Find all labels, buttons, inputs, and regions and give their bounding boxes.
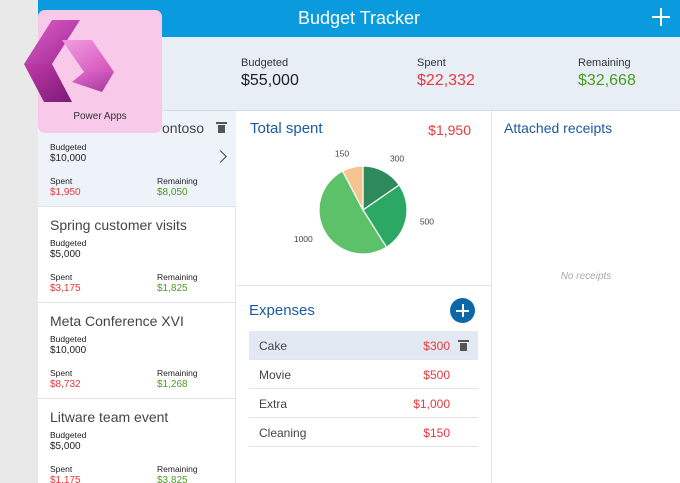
summary-spent-label: Spent xyxy=(417,57,446,69)
remaining-label: Remaining xyxy=(157,272,198,282)
expenses-panel: Expenses Cake $300 Movie $500 Extra $1,0… xyxy=(237,286,491,483)
budgeted-label: Budgeted xyxy=(50,334,87,344)
summary-remaining: Remaining $32,668 xyxy=(578,57,636,90)
budget-item-spring-customer-visits[interactable]: Spring customer visits Budgeted $5,000 S… xyxy=(38,207,236,303)
summary-budgeted-value: $55,000 xyxy=(241,72,299,89)
spent-value: $3,175 xyxy=(50,283,81,294)
pie-slice-cleaning xyxy=(341,165,364,211)
expense-pie-chart: 300 500 1000 150 xyxy=(294,149,434,255)
summary-budgeted-label: Budgeted xyxy=(241,57,289,69)
remaining-value: $3,825 xyxy=(157,475,188,483)
remaining-label: Remaining xyxy=(157,464,198,474)
budget-tracker-app: Budget Tracker Budgeted $55,000 Spent $2… xyxy=(38,0,680,483)
summary-spent: Spent $22,332 xyxy=(417,57,475,90)
pie-label-movie: 500 xyxy=(420,217,434,227)
expense-amount: $150 xyxy=(423,426,450,440)
remaining-value: $1,268 xyxy=(157,379,188,390)
remaining-value: $8,050 xyxy=(157,187,188,198)
no-receipts-text: No receipts xyxy=(560,271,612,282)
spent-value: $1,950 xyxy=(50,187,81,198)
trash-icon[interactable] xyxy=(458,340,469,351)
remaining-label: Remaining xyxy=(157,368,198,378)
remaining-label: Remaining xyxy=(157,176,198,186)
budgeted-value: $5,000 xyxy=(50,441,81,452)
trash-icon[interactable] xyxy=(216,122,227,133)
add-budget-plus-icon[interactable] xyxy=(652,8,670,26)
summary-budgeted: Budgeted $55,000 xyxy=(241,57,299,90)
expense-name: Movie xyxy=(259,368,292,382)
budgeted-value: $5,000 xyxy=(50,249,81,260)
spent-label: Spent xyxy=(50,176,73,186)
remaining-value: $1,825 xyxy=(157,283,188,294)
budget-item-litware-team-event[interactable]: Litware team event Budgeted $5,000 Spent… xyxy=(38,399,236,483)
spent-label: Spent xyxy=(50,464,73,474)
expense-row-cake[interactable]: Cake $300 xyxy=(249,331,478,360)
app-title: Budget Tracker xyxy=(297,8,421,28)
budget-name: Litware team event xyxy=(50,409,169,425)
expense-row-extra[interactable]: Extra $1,000 xyxy=(249,389,478,418)
budgeted-value: $10,000 xyxy=(50,345,87,356)
power-apps-logo-icon xyxy=(24,20,114,102)
total-spent-panel: Total spent $1,950 300 500 1000 150 xyxy=(237,111,491,286)
expense-amount: $500 xyxy=(423,368,450,382)
budget-name: Meta Conference XVI xyxy=(50,313,184,329)
spent-value: $8,732 xyxy=(50,379,81,390)
attached-receipts-panel: Attached receipts No receipts xyxy=(491,111,680,483)
total-spent-value: $1,950 xyxy=(428,122,471,138)
power-apps-caption: Power Apps xyxy=(73,111,127,122)
budget-name: ontoso xyxy=(162,120,205,136)
spent-label: Spent xyxy=(50,272,73,282)
expenses-title: Expenses xyxy=(249,302,315,319)
summary-spent-value: $22,332 xyxy=(417,72,475,89)
summary-remaining-label: Remaining xyxy=(578,57,631,69)
chevron-right-icon[interactable] xyxy=(214,150,227,163)
expense-name: Extra xyxy=(259,397,288,411)
expense-name: Cake xyxy=(259,339,288,353)
expense-row-cleaning[interactable]: Cleaning $150 xyxy=(249,418,478,447)
budgeted-label: Budgeted xyxy=(50,430,87,440)
budget-name: Spring customer visits xyxy=(50,217,187,233)
power-apps-logo: Power Apps xyxy=(24,10,162,133)
pie-slice-movie xyxy=(362,184,408,249)
expense-row-movie[interactable]: Movie $500 xyxy=(249,360,478,389)
attached-receipts-title: Attached receipts xyxy=(504,120,613,136)
expense-amount: $1,000 xyxy=(413,397,450,411)
pie-slice-extra xyxy=(318,170,388,255)
pie-label-cleaning: 150 xyxy=(335,149,349,159)
expense-amount: $300 xyxy=(423,339,450,353)
pie-label-cake: 300 xyxy=(390,154,404,164)
budgeted-value: $10,000 xyxy=(50,153,87,164)
expense-name: Cleaning xyxy=(259,426,307,440)
spent-value: $1,175 xyxy=(50,475,81,483)
total-spent-title: Total spent xyxy=(250,120,323,137)
summary-remaining-value: $32,668 xyxy=(578,72,636,89)
spent-label: Spent xyxy=(50,368,73,378)
budget-item-meta-conference[interactable]: Meta Conference XVI Budgeted $10,000 Spe… xyxy=(38,303,236,399)
pie-label-extra: 1000 xyxy=(294,234,313,244)
budgeted-label: Budgeted xyxy=(50,142,87,152)
budget-list: ontoso Budgeted $10,000 Spent $1,950 Rem… xyxy=(38,111,236,483)
budgeted-label: Budgeted xyxy=(50,238,87,248)
add-expense-plus-icon[interactable] xyxy=(450,298,475,323)
